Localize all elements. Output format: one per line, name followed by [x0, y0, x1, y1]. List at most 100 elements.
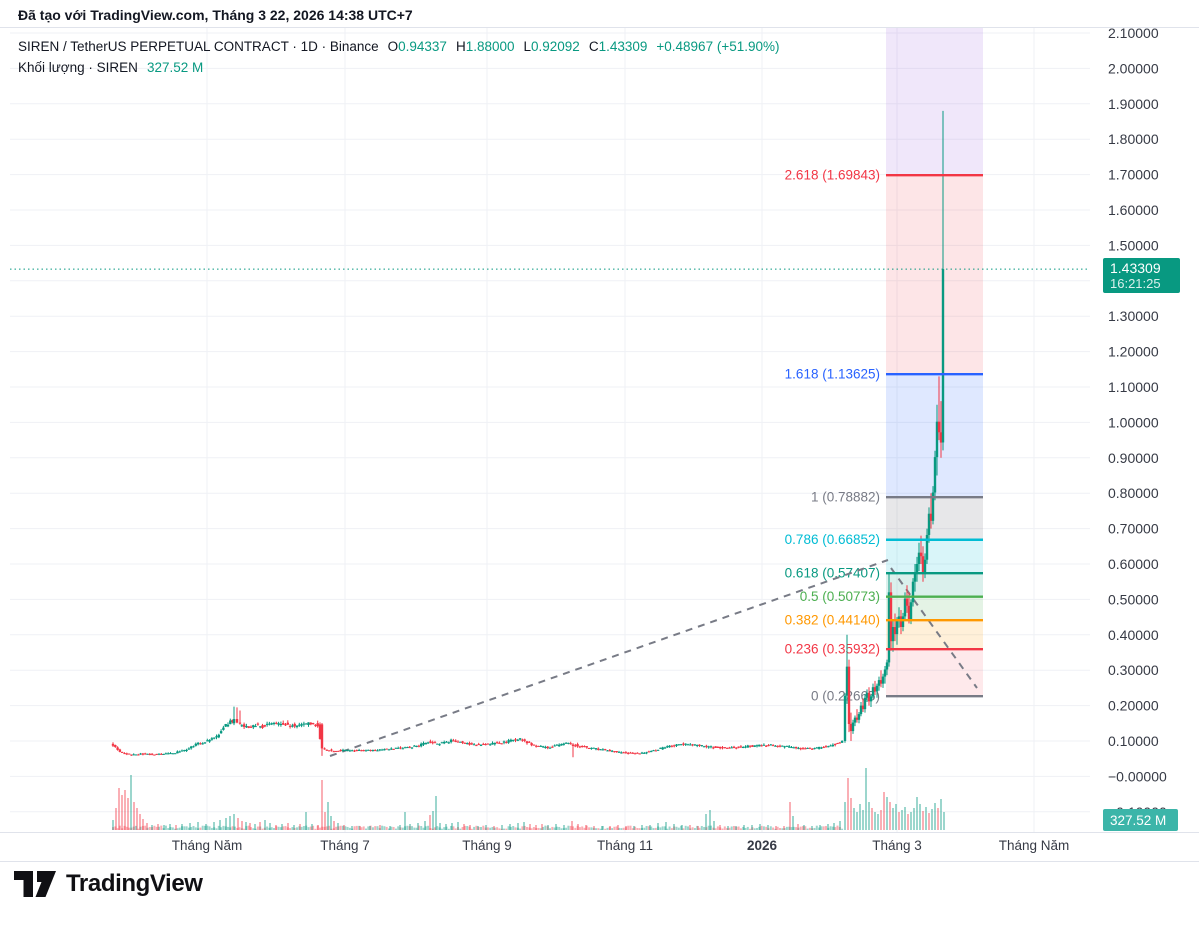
candle-body: [689, 744, 692, 746]
candle-body: [180, 750, 184, 752]
candle-body: [776, 745, 779, 747]
volume-bar: [463, 824, 465, 830]
tradingview-logo[interactable]: TradingView: [13, 869, 203, 899]
candle-body: [525, 741, 529, 744]
volume-bar: [130, 827, 133, 830]
candle-body: [491, 742, 494, 745]
y-axis-label: 1.80000: [1108, 131, 1159, 147]
volume-bar: [440, 828, 443, 830]
volume-bar: [431, 828, 434, 830]
volume-bar: [233, 826, 236, 830]
candle-body: [560, 743, 563, 746]
volume-bar: [470, 828, 473, 830]
candle-body: [897, 616, 901, 620]
volume-bar: [661, 826, 664, 830]
y-axis-label: 0.40000: [1108, 627, 1159, 643]
volume-bar: [279, 827, 282, 830]
volume-bar: [136, 808, 138, 830]
volume-bar: [609, 826, 611, 830]
candle-body: [226, 724, 230, 727]
candle-body: [445, 741, 448, 743]
volume-bar: [565, 827, 568, 830]
volume-bar: [174, 828, 177, 830]
volume-bar: [567, 825, 570, 830]
candle-body: [357, 749, 361, 751]
price-badge-countdown: 16:21:25: [1110, 276, 1161, 291]
volume-badge: [1103, 809, 1178, 831]
ohlc-close: C1.43309: [588, 39, 648, 54]
candle-body: [941, 269, 945, 443]
volume-bar: [516, 827, 519, 830]
candle-body: [801, 748, 805, 750]
fib-band: [886, 649, 983, 697]
candle-body: [371, 749, 375, 751]
volume-bar: [316, 825, 319, 830]
volume-bar: [319, 827, 321, 830]
volume-bar: [224, 826, 227, 830]
volume-bar: [424, 821, 426, 830]
volume-study-label: Khối lượng · SIREN: [18, 60, 138, 75]
volume-bar: [753, 828, 756, 830]
volume-bar: [684, 825, 687, 830]
x-axis-label: Tháng 11: [597, 838, 653, 853]
volume-bar: [856, 812, 858, 830]
volume-bar: [485, 825, 487, 830]
fib-label: 2.618 (1.69843): [785, 168, 880, 183]
volume-bar: [409, 824, 411, 830]
candle-body: [447, 742, 450, 744]
volume-bar: [112, 820, 114, 830]
candle-body: [610, 750, 614, 752]
volume-bar: [489, 827, 492, 830]
volume-bar: [296, 827, 298, 830]
volume-bar: [358, 825, 361, 830]
volume-bar: [650, 826, 653, 830]
volume-bar: [376, 826, 379, 830]
volume-bar: [284, 826, 287, 830]
fib-label: 0.618 (0.57407): [785, 566, 880, 581]
fib-label: 1 (0.78882): [811, 490, 880, 505]
volume-bar: [213, 822, 215, 830]
candle-body: [332, 751, 335, 753]
volume-bar: [325, 826, 328, 830]
volume-bar: [305, 825, 308, 830]
volume-bar: [351, 828, 354, 830]
candle-body: [173, 753, 177, 755]
volume-bar: [287, 823, 289, 830]
volume-bar: [937, 808, 939, 830]
candle-body: [410, 747, 414, 749]
candle-body: [215, 736, 218, 738]
volume-bar: [634, 826, 637, 830]
volume-bar: [137, 828, 140, 830]
candle-body: [436, 743, 439, 745]
volume-bar: [231, 826, 234, 830]
volume-bar: [544, 825, 547, 830]
candle-body: [613, 751, 616, 753]
candle-body: [311, 723, 315, 725]
volume-bar: [517, 823, 519, 830]
volume-bar: [213, 827, 216, 830]
volume-bar: [601, 826, 604, 830]
candle-body: [604, 749, 607, 751]
volume-bar: [206, 825, 209, 830]
candle-body: [739, 746, 743, 748]
volume-bar: [477, 826, 480, 830]
volume-bar: [751, 825, 753, 830]
volume-bar: [266, 826, 269, 830]
volume-bar: [337, 826, 340, 830]
candle-body: [111, 743, 115, 746]
candle-body: [553, 745, 556, 747]
volume-bar: [434, 827, 436, 830]
volume-bar: [825, 826, 827, 830]
candle-body: [298, 724, 301, 726]
candle-body: [141, 753, 145, 755]
volume-bar: [723, 826, 726, 830]
candle-body: [279, 724, 283, 726]
candle-body: [555, 744, 559, 746]
volume-bar: [649, 825, 651, 830]
volume-bar: [439, 823, 441, 830]
volume-bar: [227, 826, 229, 830]
candle-body: [293, 723, 296, 727]
volume-bar: [264, 820, 266, 830]
candle-body: [700, 745, 703, 747]
